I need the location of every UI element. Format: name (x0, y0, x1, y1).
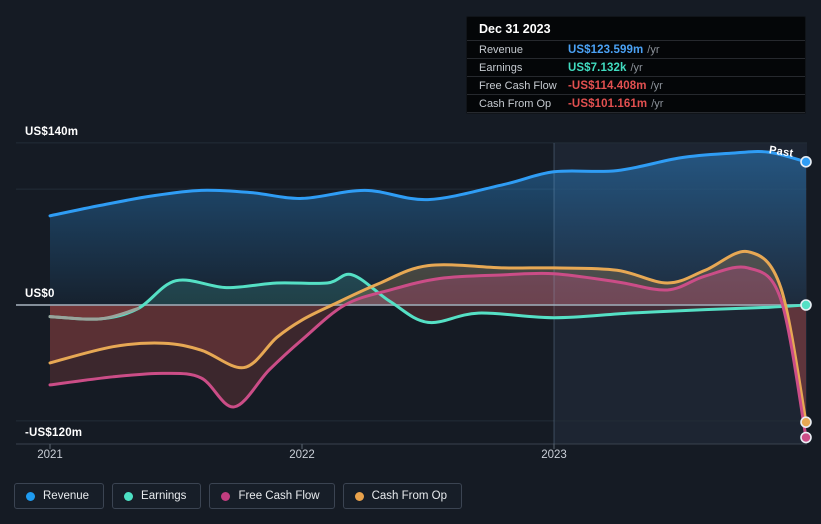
line-revenue (48, 150, 808, 218)
end-marker-earnings (800, 299, 812, 311)
tooltip-row-label: Cash From Op (479, 97, 552, 110)
end-marker-free-cash-flow (800, 431, 812, 444)
data-tooltip: Dec 31 2023 Revenue US$123.599m/yr Earning… (466, 16, 806, 114)
area-negative-earnings (50, 305, 806, 323)
legend-dot-icon (354, 491, 364, 501)
tooltip-row-value: -US$101.161m (568, 97, 648, 110)
legend-item-label: Cash From Op (371, 490, 448, 502)
y-axis-label-zero: US$0 (25, 288, 55, 300)
tooltip-row-label: Earnings (479, 61, 523, 74)
legend-item-free-cash-flow[interactable]: Free Cash Flow (209, 483, 335, 509)
area-positive-earnings (50, 274, 806, 305)
line-earnings-gray-segment (48, 306, 140, 321)
legend-item-label: Earnings (141, 490, 187, 502)
y-axis-label-140m: US$140m (25, 125, 79, 138)
tooltip-row-revenue: Revenue US$123.599m/yr (467, 41, 805, 59)
tooltip-row-label: Revenue (479, 43, 524, 56)
tooltip-row-unit: /yr (650, 79, 663, 92)
legend-dot-icon (26, 491, 35, 501)
area-positive-revenue (50, 151, 806, 305)
tooltip-row-value: -US$114.408m (568, 79, 647, 92)
tooltip-row-unit: /yr (651, 97, 664, 110)
tooltip-row-earnings: Earnings US$7.132k/yr (467, 59, 805, 77)
tooltip-row-free-cash-flow: Free Cash Flow -US$114.408m/yr (467, 77, 805, 95)
tooltip-row-cash-from-op: Cash From Op -US$101.161m/yr (467, 95, 805, 113)
legend-item-label: Revenue (43, 490, 90, 502)
area-negative-cash-from-op (50, 305, 806, 423)
end-marker-revenue (800, 156, 812, 168)
y-axis-label-neg120m: -US$120m (25, 426, 83, 439)
legend-item-earnings[interactable]: Earnings (112, 483, 202, 509)
tooltip-row-unit: /yr (630, 61, 643, 74)
tooltip-rows: Revenue US$123.599m/yr Earnings US$7.132k/y… (467, 41, 805, 113)
end-marker-cash-from-op (800, 416, 812, 428)
area-positive-free-cash-flow (50, 267, 806, 305)
legend-dot-icon (221, 491, 231, 501)
tooltip-row-label: Free Cash Flow (479, 79, 557, 92)
tooltip-row-value: US$123.599m (568, 43, 644, 56)
x-axis-label-2022: 2022 (289, 449, 315, 461)
tooltip-date: Dec 31 2023 (467, 17, 805, 41)
area-positive-cash-from-op (50, 251, 806, 305)
tooltip-row-unit: /yr (647, 43, 660, 56)
line-free-cash-flow (48, 265, 808, 440)
x-axis-label-2023: 2023 (541, 449, 567, 461)
legend: Revenue Earnings Free Cash Flow Cash From O… (14, 483, 463, 509)
legend-item-cash-from-op[interactable]: Cash From Op (342, 483, 463, 509)
legend-item-revenue[interactable]: Revenue (14, 483, 105, 509)
x-axis-label-2021: 2021 (37, 449, 63, 461)
tooltip-row-value: US$7.132k (568, 61, 627, 74)
line-cash-from-op (48, 249, 808, 424)
legend-item-label: Free Cash Flow (238, 490, 320, 502)
legend-dot-icon (124, 491, 134, 501)
